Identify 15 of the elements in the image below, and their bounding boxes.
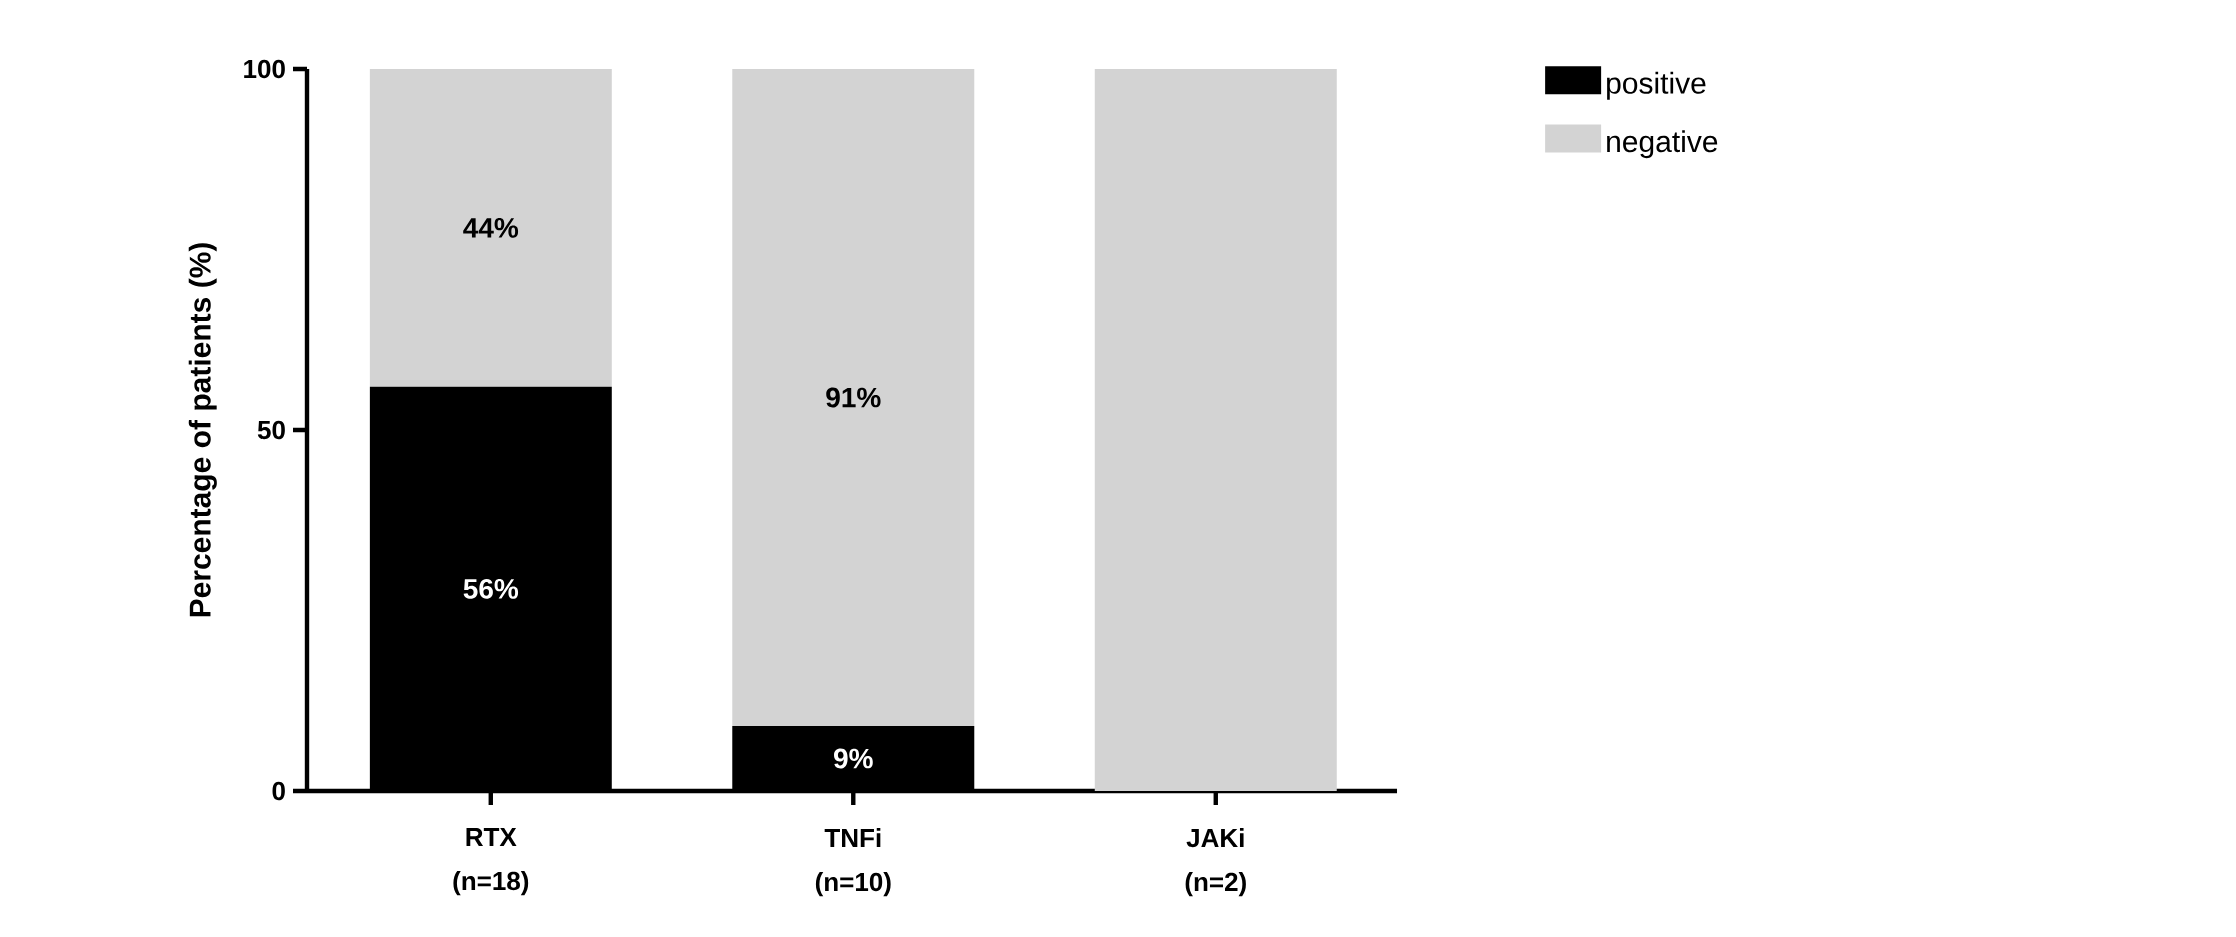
y-tick-label: 0 (272, 781, 285, 801)
data-label: 91% (826, 387, 881, 408)
legend-label: positive (1607, 71, 1706, 100)
x-tick-label: RTX (n=18) (453, 828, 529, 896)
bar (732, 68, 975, 727)
y-axis-title: Percentage of patients (%) (188, 243, 217, 617)
data-label: 44% (463, 217, 519, 238)
data-label: 9% (834, 748, 873, 769)
x-tick-label: JAKi (n=2) (1185, 828, 1246, 897)
bar (369, 68, 612, 387)
legend-label: negative (1607, 130, 1718, 159)
data-label: 56% (463, 578, 519, 599)
y-tick-label: 50 (257, 420, 285, 440)
x-tick-label: TNFi (n=10) (815, 828, 891, 897)
y-tick-label: 100 (244, 59, 285, 79)
